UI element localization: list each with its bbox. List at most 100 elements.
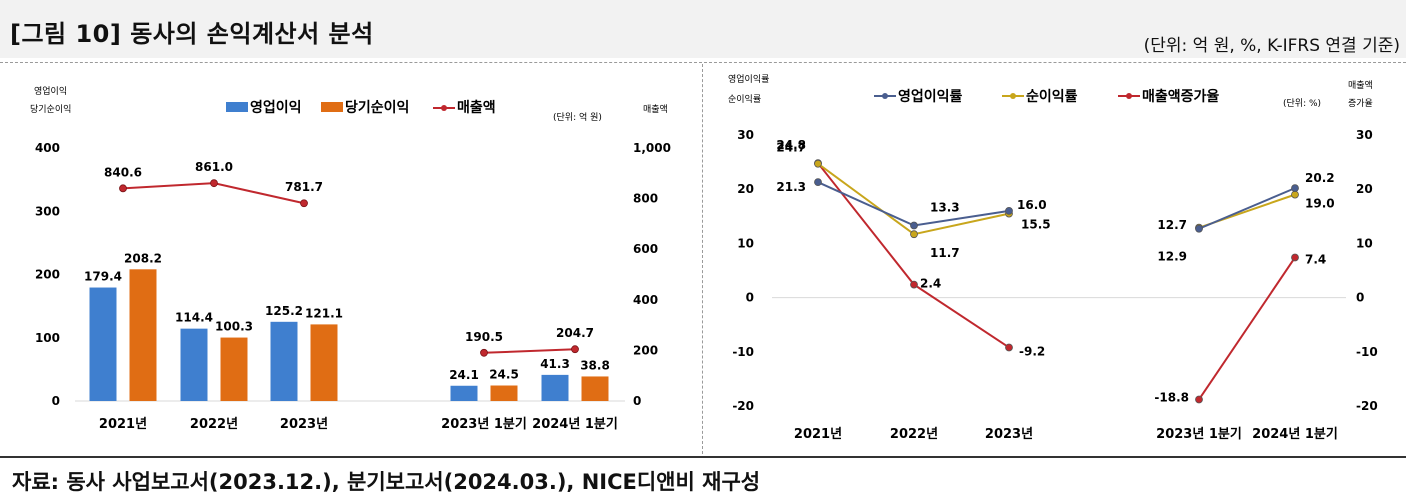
bar-net-income — [310, 324, 338, 401]
figure-title: [그림 10] 동사의 손익계산서 분석 — [10, 20, 374, 48]
bar-net-income — [220, 337, 248, 401]
bar-operating-profit — [541, 374, 569, 401]
y2-axis-tick-label: 0 — [1356, 291, 1364, 305]
y-axis-tick-label: 0 — [746, 291, 754, 305]
y-axis-tick-label: -20 — [732, 399, 754, 413]
left-axis-label-1: 영업이익률 — [728, 73, 769, 85]
chart-unit-note: (단위: 억 원) — [553, 111, 602, 123]
x-axis-tick-label: 2022년 — [190, 417, 238, 432]
legend-label-revenue: 매출액 — [457, 99, 496, 116]
data-label-operating-profit: 41.3 — [540, 357, 570, 371]
left-axis-label-2: 순이익률 — [728, 93, 761, 105]
data-label-revenue-growth: -9.2 — [1019, 344, 1045, 358]
revenue-line — [483, 348, 576, 354]
revenue-point — [300, 199, 308, 208]
y2-axis-tick-label: 200 — [633, 343, 658, 357]
data-label-revenue: 190.5 — [465, 330, 503, 344]
revenue-growth-line — [1198, 256, 1296, 401]
data-label-revenue: 861.0 — [195, 160, 233, 174]
data-label-operating-profit: 179.4 — [84, 270, 122, 284]
y2-axis-tick-label: 400 — [633, 293, 658, 307]
data-label-net-income: 38.8 — [580, 358, 610, 372]
y-axis-tick-label: -10 — [732, 345, 754, 359]
data-label-revenue: 781.7 — [285, 180, 323, 194]
legend-marker-revenue-growth — [1126, 93, 1132, 99]
revenue-point — [480, 348, 488, 357]
revenue-growth-point — [1195, 395, 1203, 404]
legend-swatch-net-income — [321, 102, 343, 112]
x-axis-tick-label: 2022년 — [890, 427, 938, 442]
operating-margin-point — [1291, 184, 1299, 193]
y2-axis-tick-label: 600 — [633, 242, 658, 256]
operating-margin-point — [1005, 206, 1013, 215]
right-axis-label-2: 증가율 — [1348, 98, 1373, 109]
y2-axis-tick-label: 10 — [1356, 236, 1373, 250]
source-note: 자료: 동사 사업보고서(2023.12.), 분기보고서(2024.03.),… — [12, 470, 761, 494]
operating-margin-point — [910, 221, 918, 230]
legend-label-revenue-growth: 매출액증가율 — [1142, 88, 1219, 105]
margin-line-chart: 영업이익률 순이익률 매출액 증가율 (단위: %) 영업이익률 순이익률 매출… — [728, 73, 1378, 442]
data-label-operating-margin: 20.2 — [1305, 171, 1335, 185]
x-axis-tick-label: 2024년 1분기 — [532, 417, 618, 432]
left-axis-label-1: 영업이익 — [34, 85, 67, 97]
data-label-revenue: 204.7 — [556, 326, 594, 340]
data-label-revenue-growth: 7.4 — [1305, 252, 1326, 266]
operating-margin-point — [1195, 224, 1203, 233]
y2-axis-tick-label: -20 — [1356, 399, 1378, 413]
revenue-growth-point — [1005, 343, 1013, 352]
data-label-net-margin: 15.5 — [1021, 218, 1051, 232]
bar-operating-profit — [270, 321, 298, 401]
revenue-growth-point — [910, 280, 918, 289]
legend-marker-revenue — [441, 105, 447, 111]
data-label-net-income: 24.5 — [489, 368, 519, 382]
x-axis-tick-label: 2023년 — [280, 417, 328, 432]
y-axis-tick-label: 100 — [35, 331, 60, 345]
data-label-net-income: 100.3 — [215, 320, 253, 334]
data-label-operating-margin: 13.3 — [930, 201, 960, 215]
data-label-net-margin: 11.7 — [930, 246, 960, 260]
data-label-operating-margin: 21.3 — [776, 180, 806, 194]
legend-label-operating-profit: 영업이익 — [250, 99, 302, 116]
bar-net-income — [490, 385, 518, 401]
y2-axis-tick-label: 20 — [1356, 182, 1373, 196]
revenue-point — [210, 179, 218, 188]
top-divider — [0, 62, 1406, 63]
data-label-net-income: 121.1 — [305, 306, 343, 320]
data-label-operating-profit: 125.2 — [265, 304, 303, 318]
data-label-revenue-growth: 24.8 — [776, 138, 806, 152]
data-label-net-margin: 12.9 — [1157, 250, 1187, 264]
chart-unit-note: (단위: %) — [1283, 98, 1321, 109]
bar-operating-profit — [89, 287, 117, 401]
data-label-net-margin: 19.0 — [1305, 197, 1335, 211]
x-axis-tick-label: 2021년 — [99, 417, 147, 432]
revenue-point — [119, 184, 127, 193]
y2-axis-tick-label: 800 — [633, 192, 658, 206]
bar-net-income — [581, 376, 609, 401]
right-axis-label: 매출액 — [643, 103, 668, 115]
operating-margin-line — [1198, 187, 1296, 230]
y-axis-tick-label: 20 — [737, 182, 754, 196]
data-label-operating-margin: 16.0 — [1017, 198, 1047, 212]
net-margin-point — [910, 230, 918, 239]
y-axis-tick-label: 200 — [35, 268, 60, 282]
y-axis-tick-label: 30 — [737, 128, 754, 142]
y-axis-tick-label: 0 — [52, 394, 60, 408]
data-label-revenue-growth: 2.4 — [920, 277, 941, 291]
revenue-growth-point — [1291, 253, 1299, 262]
net-margin-point — [1291, 190, 1299, 199]
net-margin-point — [814, 159, 822, 168]
revenue-point — [571, 345, 579, 354]
header-bar: [그림 10] 동사의 손익계산서 분석 (단위: 억 원, %, K-IFRS… — [0, 0, 1406, 58]
x-axis-tick-label: 2021년 — [794, 427, 842, 442]
legend-swatch-operating-profit — [226, 102, 248, 112]
data-label-operating-margin: 12.7 — [1157, 218, 1187, 232]
y-axis-tick-label: 400 — [35, 141, 60, 155]
y2-axis-tick-label: 30 — [1356, 128, 1373, 142]
bar-operating-profit — [450, 385, 478, 401]
data-label-operating-profit: 114.4 — [175, 311, 213, 325]
y2-axis-tick-label: 0 — [633, 394, 641, 408]
legend: 영업이익 당기순이익 매출액 — [226, 99, 496, 116]
y-axis-tick-label: 300 — [35, 204, 60, 218]
bottom-divider — [0, 456, 1406, 458]
data-label-net-income: 208.2 — [124, 251, 162, 265]
